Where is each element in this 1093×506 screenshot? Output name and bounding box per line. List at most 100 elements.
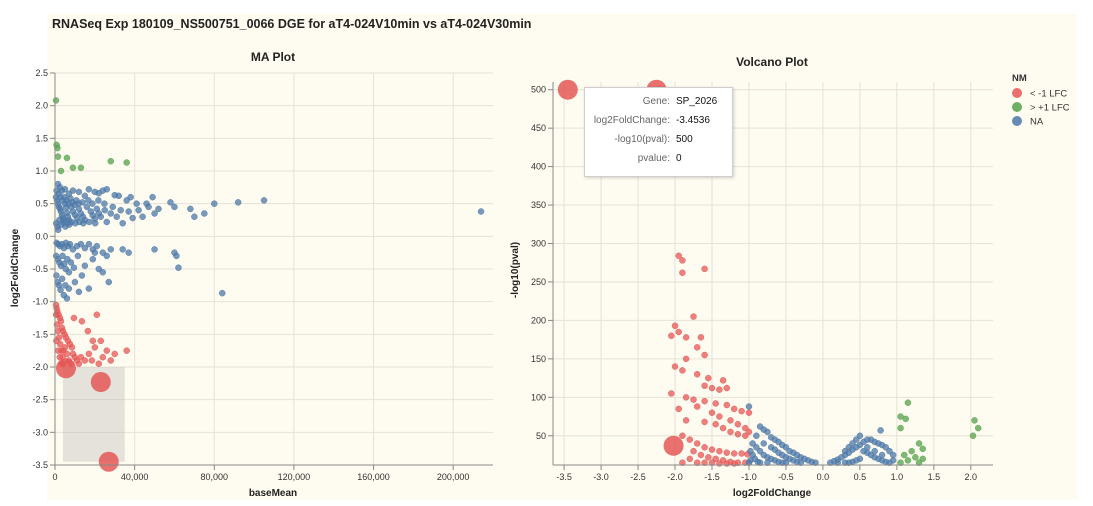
legend-label[interactable]: < -1 LFC — [1030, 89, 1067, 100]
ma-data-point[interactable] — [81, 357, 89, 364]
volcano-data-point[interactable] — [889, 457, 897, 464]
volcano-data-point[interactable] — [915, 459, 923, 466]
volcano-data-point[interactable] — [690, 313, 697, 320]
ma-data-point[interactable] — [57, 167, 65, 175]
volcano-data-point[interactable] — [969, 432, 977, 440]
volcano-data-point[interactable] — [974, 424, 982, 432]
ma-data-point[interactable] — [84, 327, 92, 335]
ma-data-point[interactable] — [69, 187, 77, 194]
ma-data-point[interactable] — [54, 226, 62, 234]
volcano-data-point[interactable] — [734, 430, 742, 438]
ma-data-point[interactable] — [81, 262, 89, 269]
volcano-data-point[interactable] — [668, 332, 675, 340]
ma-data-point[interactable] — [77, 240, 85, 248]
volcano-data-point[interactable] — [705, 454, 712, 461]
volcano-data-point[interactable] — [797, 459, 804, 466]
ma-data-point[interactable] — [54, 144, 61, 152]
volcano-data-point[interactable] — [730, 450, 738, 457]
ma-data-point[interactable] — [127, 193, 134, 201]
ma-data-point[interactable] — [125, 208, 132, 215]
volcano-data-point[interactable] — [753, 432, 760, 440]
ma-data-point[interactable] — [59, 252, 66, 260]
volcano-data-point[interactable] — [675, 328, 682, 336]
ma-data-point[interactable] — [191, 213, 198, 220]
ma-data-point[interactable] — [88, 357, 96, 364]
volcano-data-point[interactable] — [712, 400, 719, 407]
ma-data-point[interactable] — [89, 337, 97, 345]
volcano-data-point[interactable] — [727, 428, 734, 436]
ma-data-point[interactable] — [75, 288, 83, 296]
volcano-data-point[interactable] — [671, 363, 679, 370]
volcano-data-point[interactable] — [693, 403, 701, 410]
ma-data-point[interactable] — [125, 249, 132, 256]
volcano-data-point[interactable] — [908, 447, 915, 455]
ma-points[interactable] — [52, 97, 485, 472]
legend-swatch[interactable] — [1012, 88, 1022, 98]
volcano-data-point[interactable] — [675, 405, 682, 413]
ma-data-point[interactable] — [74, 252, 82, 260]
ma-data-point[interactable] — [103, 186, 111, 193]
ma-data-point[interactable] — [107, 246, 114, 253]
volcano-data-point[interactable] — [693, 344, 701, 351]
ma-data-point[interactable] — [119, 220, 126, 227]
ma-data-point[interactable] — [107, 357, 114, 364]
ma-data-point[interactable] — [68, 344, 76, 351]
ma-data-point[interactable] — [70, 264, 78, 271]
volcano-data-point[interactable] — [716, 447, 723, 455]
ma-data-point[interactable] — [173, 252, 180, 260]
volcano-data-point[interactable] — [723, 401, 731, 409]
ma-data-point[interactable] — [260, 197, 268, 204]
volcano-selected-point[interactable] — [663, 435, 684, 456]
volcano-data-point[interactable] — [716, 460, 723, 467]
volcano-data-point[interactable] — [723, 384, 731, 392]
ma-data-point[interactable] — [53, 337, 60, 345]
ma-data-point[interactable] — [99, 353, 107, 361]
volcano-data-point[interactable] — [701, 382, 708, 390]
volcano-data-point[interactable] — [897, 424, 904, 432]
volcano-data-point[interactable] — [889, 451, 897, 459]
volcano-data-point[interactable] — [723, 449, 731, 456]
ma-data-point[interactable] — [52, 97, 60, 104]
volcano-data-point[interactable] — [912, 454, 919, 461]
volcano-data-point[interactable] — [682, 334, 690, 341]
ma-data-point[interactable] — [155, 205, 162, 213]
ma-data-point[interactable] — [107, 210, 114, 217]
volcano-data-point[interactable] — [871, 447, 878, 455]
volcano-data-point[interactable] — [690, 396, 697, 403]
ma-data-point[interactable] — [99, 269, 107, 276]
ma-data-point[interactable] — [123, 347, 130, 354]
ma-data-point[interactable] — [107, 157, 114, 165]
ma-selected-point[interactable] — [55, 358, 76, 379]
ma-data-point[interactable] — [117, 206, 124, 214]
volcano-data-point[interactable] — [904, 399, 912, 406]
volcano-data-point[interactable] — [904, 457, 912, 464]
ma-data-point[interactable] — [71, 278, 79, 286]
volcano-data-point[interactable] — [693, 370, 701, 378]
volcano-data-point[interactable] — [708, 409, 716, 416]
ma-data-point[interactable] — [109, 203, 116, 211]
ma-selected-point[interactable] — [90, 372, 111, 393]
volcano-data-point[interactable] — [902, 415, 909, 423]
volcano-data-point[interactable] — [701, 444, 708, 451]
ma-data-point[interactable] — [85, 186, 93, 193]
ma-data-point[interactable] — [151, 246, 158, 253]
ma-data-point[interactable] — [101, 200, 108, 207]
volcano-data-point[interactable] — [734, 420, 742, 428]
ma-data-point[interactable] — [97, 213, 105, 220]
ma-data-point[interactable] — [211, 200, 218, 207]
ma-data-point[interactable] — [89, 255, 97, 263]
ma-data-point[interactable] — [139, 213, 146, 220]
volcano-data-point[interactable] — [864, 444, 871, 451]
ma-data-point[interactable] — [79, 199, 86, 206]
ma-data-point[interactable] — [145, 203, 152, 211]
volcano-data-point[interactable] — [686, 455, 694, 463]
ma-data-point[interactable] — [91, 344, 99, 351]
ma-data-point[interactable] — [81, 244, 89, 252]
ma-data-point[interactable] — [61, 186, 69, 193]
ma-data-point[interactable] — [63, 154, 71, 162]
volcano-data-point[interactable] — [897, 459, 904, 466]
ma-data-point[interactable] — [78, 318, 86, 325]
volcano-data-point[interactable] — [697, 334, 705, 341]
volcano-data-point[interactable] — [719, 424, 727, 432]
ma-data-point[interactable] — [101, 206, 109, 214]
